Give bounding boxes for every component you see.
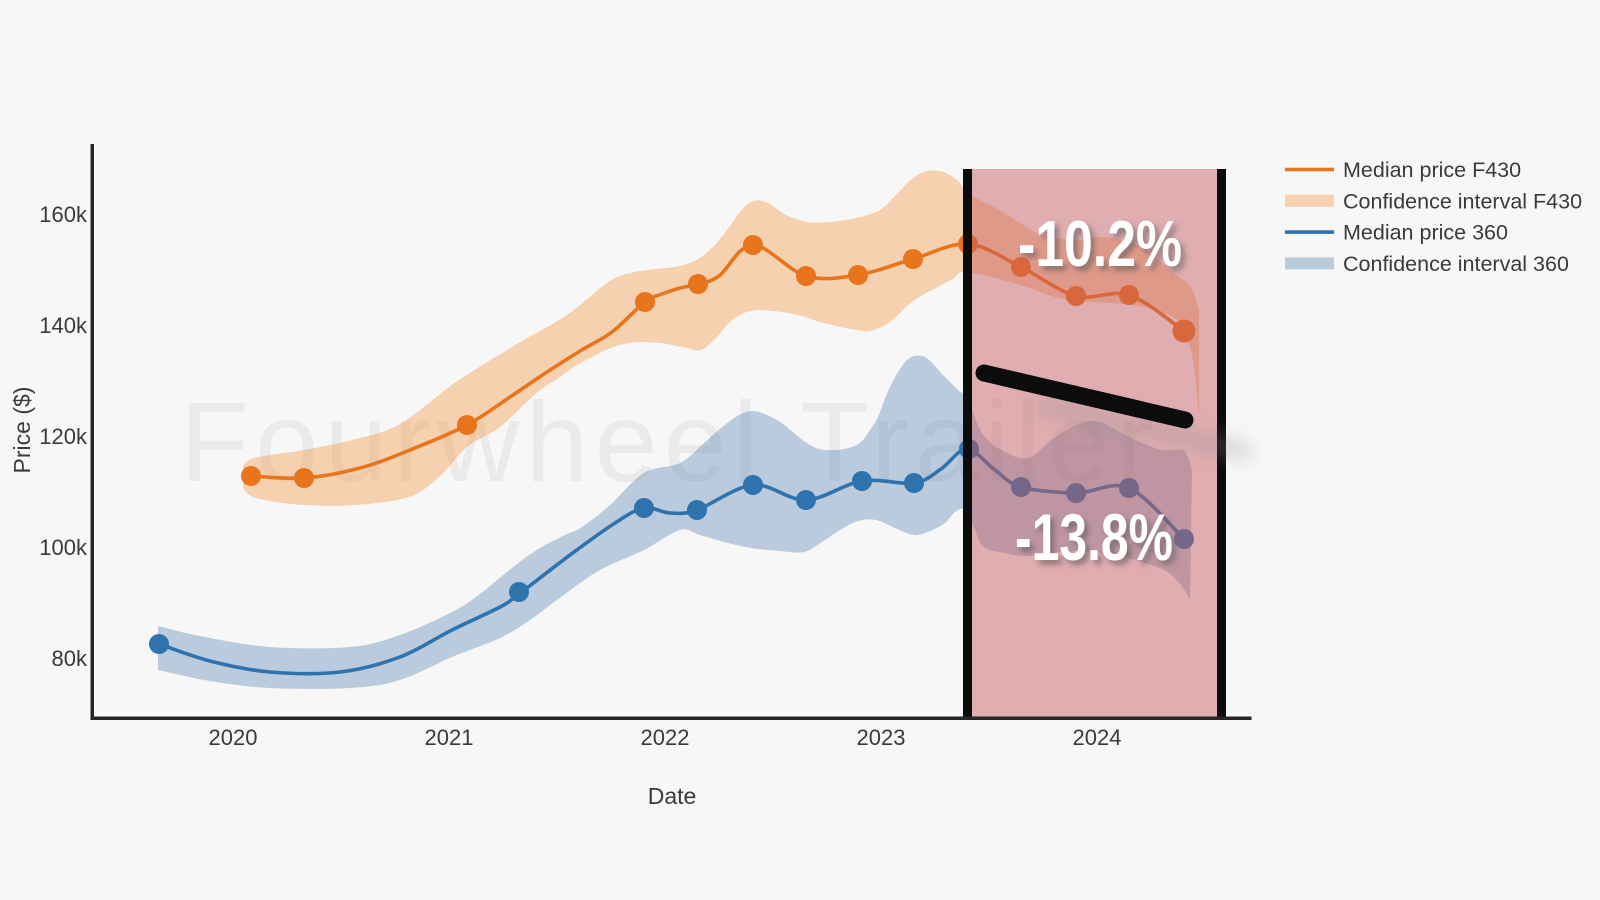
svg-text:2021: 2021 [425, 725, 474, 750]
svg-text:Date: Date [648, 783, 697, 809]
svg-text:2024: 2024 [1073, 725, 1122, 750]
svg-text:160k: 160k [39, 202, 88, 227]
svg-text:2023: 2023 [857, 725, 906, 750]
svg-text:100k: 100k [39, 535, 88, 560]
svg-text:Median price 360: Median price 360 [1343, 221, 1508, 245]
svg-text:120k: 120k [39, 424, 88, 449]
svg-text:140k: 140k [39, 313, 88, 338]
svg-text:80k: 80k [52, 646, 88, 671]
svg-text:Confidence interval 360: Confidence interval 360 [1343, 252, 1569, 276]
svg-text:2022: 2022 [641, 725, 690, 750]
svg-text:-13.8%: -13.8% [1015, 500, 1173, 574]
svg-text:-10.2%: -10.2% [1018, 207, 1182, 280]
svg-text:2020: 2020 [209, 725, 258, 750]
svg-text:Price ($): Price ($) [9, 387, 35, 474]
svg-text:Confidence interval F430: Confidence interval F430 [1343, 189, 1582, 213]
svg-text:Fourwheel Trailer: Fourwheel Trailer [180, 379, 1160, 505]
svg-text:Median price F430: Median price F430 [1343, 158, 1521, 182]
